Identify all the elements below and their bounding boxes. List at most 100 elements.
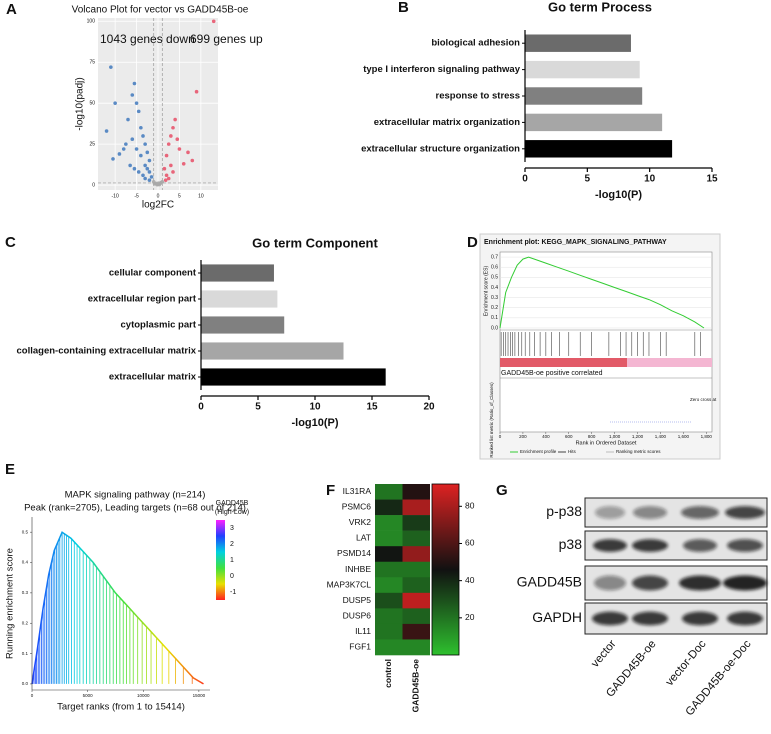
row-label: VRK2	[349, 517, 371, 527]
column-label: GADD45B-oe	[411, 659, 421, 713]
heat-cell	[402, 546, 430, 563]
x-tick-label: 1,200	[632, 434, 644, 439]
chart-title: Go term Process	[548, 0, 652, 14]
heat-cell	[375, 499, 403, 516]
heat-cell	[402, 592, 430, 609]
point	[141, 134, 145, 138]
heat-cell	[375, 623, 403, 640]
chart-title: Go term Component	[252, 235, 378, 250]
point	[164, 173, 169, 178]
bar	[201, 290, 278, 308]
y-axis-label: Running enrichment score	[5, 548, 16, 659]
x-tick-label: 5	[585, 174, 591, 185]
band	[592, 611, 628, 626]
row-label: DUSP5	[343, 595, 372, 605]
point	[132, 81, 137, 86]
point	[134, 147, 139, 151]
x-tick-label: 15	[366, 402, 378, 413]
y-tick-label: 0	[92, 182, 95, 188]
band	[725, 506, 765, 519]
x-tick-label: 1,000	[609, 434, 621, 439]
point	[104, 129, 109, 133]
row-label: PSMC6	[342, 502, 372, 512]
panel-letter: F	[326, 482, 335, 499]
category-label: biological adhesion	[431, 38, 520, 49]
point	[164, 153, 169, 158]
band	[632, 575, 668, 591]
x-tick-label: 10	[309, 402, 321, 413]
point	[134, 101, 139, 105]
point	[147, 158, 152, 163]
blot-row-label: p-p38	[546, 503, 582, 519]
y-tick-label: 0.2	[491, 305, 498, 311]
x-tick-label: -10	[112, 193, 119, 199]
x-tick-label: 800	[588, 434, 596, 439]
point	[141, 173, 145, 178]
point	[190, 158, 195, 163]
heat-cell	[375, 515, 403, 531]
y-axis-label: Ranked list metric (Ratio_of_Classes)	[489, 382, 494, 458]
y-tick-label: 0.5	[22, 529, 29, 534]
point	[149, 175, 154, 179]
point	[147, 170, 152, 174]
annotation: 699 genes up	[190, 32, 263, 46]
heat-cell	[402, 515, 430, 531]
y-tick-label: 0.1	[22, 651, 29, 656]
colorbar	[216, 520, 225, 600]
colorbar-tick-label: 40	[465, 575, 475, 585]
x-tick-label: 5000	[83, 693, 94, 698]
point	[130, 93, 135, 97]
x-tick-label: -5	[134, 193, 139, 199]
heat-cell	[402, 561, 430, 578]
heat-cell	[402, 608, 430, 625]
x-tick-label: 1,600	[678, 434, 690, 439]
point	[169, 163, 173, 168]
bar	[201, 368, 386, 386]
point	[139, 125, 143, 130]
x-tick-label: 15	[706, 174, 718, 185]
legend-label: Enrichment profile	[520, 449, 557, 454]
category-label: extracellular region part	[88, 294, 197, 305]
band	[632, 611, 668, 626]
negative-band	[627, 358, 712, 367]
colorbar-tick-label: 80	[465, 501, 475, 511]
x-axis-label: -log10(P)	[595, 189, 642, 201]
blot-row-label: GAPDH	[532, 609, 582, 625]
band	[681, 506, 719, 519]
panel-letter: C	[5, 234, 16, 251]
y-tick-label: 0.4	[22, 560, 29, 565]
heat-cell	[375, 484, 403, 500]
category-label: cytoplasmic part	[121, 320, 197, 331]
annotation: 1043 genes down	[100, 32, 195, 46]
y-tick-label: 100	[87, 19, 96, 25]
point	[109, 65, 113, 69]
bar	[525, 34, 631, 52]
y-tick-label: 0.2	[22, 620, 29, 625]
x-tick-label: 0	[157, 193, 160, 199]
row-label: MAP3K7CL	[327, 579, 372, 589]
y-tick-label: 75	[89, 60, 95, 66]
point	[128, 163, 132, 168]
heat-cell	[402, 484, 430, 500]
y-tick-label: 0.3	[491, 295, 498, 301]
point	[130, 137, 135, 142]
point	[194, 89, 199, 94]
band	[595, 506, 625, 519]
point	[186, 150, 190, 155]
zero-cross-label: Zero cross at	[690, 397, 717, 402]
point	[181, 161, 186, 166]
bar	[525, 140, 673, 158]
band	[593, 539, 627, 552]
x-tick-label: 400	[542, 434, 550, 439]
point	[124, 142, 128, 146]
phenotype-label: GADD45B-oe positive correlated	[501, 370, 603, 377]
point	[162, 166, 167, 171]
chart-title: Volcano Plot for vector vs GADD45B-oe	[72, 5, 249, 16]
heat-cell	[402, 639, 430, 656]
bar	[201, 264, 274, 282]
category-label: extracellular matrix organization	[374, 117, 520, 128]
y-tick-label: 0.0	[491, 325, 498, 331]
y-tick-label: 0.3	[22, 590, 29, 595]
point	[132, 166, 137, 171]
